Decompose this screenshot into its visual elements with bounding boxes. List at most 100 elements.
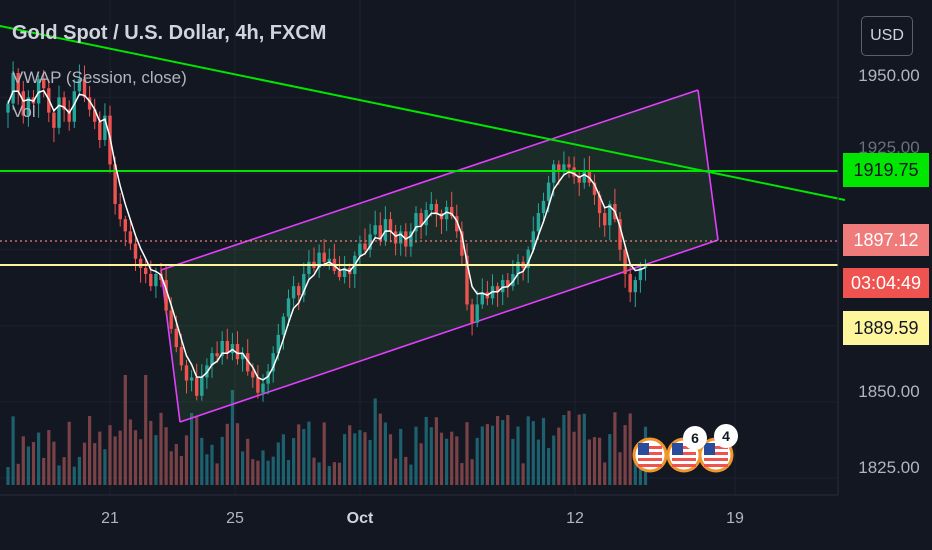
volume-bar xyxy=(490,425,495,485)
candle-body xyxy=(455,216,459,232)
candle-body xyxy=(531,231,535,250)
volume-bar xyxy=(603,462,607,485)
candle-body xyxy=(526,249,530,268)
x-tick-label: Oct xyxy=(346,510,374,527)
us-flag-icon[interactable] xyxy=(632,437,668,473)
candle-body xyxy=(618,219,622,250)
volume-bar xyxy=(210,444,214,485)
candle-body xyxy=(225,340,229,354)
candle-body xyxy=(138,258,143,268)
candle-body xyxy=(220,340,224,357)
candle-body xyxy=(235,344,240,360)
x-tick-label: 19 xyxy=(726,510,744,527)
volume-bar xyxy=(154,435,158,485)
candle-body xyxy=(215,353,219,357)
volume-bar xyxy=(159,412,163,485)
volume-bar xyxy=(582,413,586,485)
volume-bar xyxy=(475,437,479,485)
volume-bar xyxy=(184,435,189,485)
candle-body xyxy=(501,280,505,293)
volume-bar xyxy=(82,442,87,485)
candle-body xyxy=(195,377,199,396)
candle-body xyxy=(465,255,469,305)
candle-body xyxy=(6,103,10,113)
candle-body xyxy=(460,231,464,256)
candle-body xyxy=(93,109,97,122)
currency-button[interactable]: USD xyxy=(861,16,913,56)
volume-bar xyxy=(271,456,275,485)
chart-title: Gold Spot / U.S. Dollar, 4h, FXCM xyxy=(12,22,327,44)
candle-body xyxy=(118,203,122,220)
volume-bar xyxy=(501,420,505,485)
volume-bar xyxy=(276,442,280,485)
volume-bar xyxy=(57,465,61,485)
candle-body xyxy=(506,280,510,287)
volume-bar xyxy=(133,430,138,485)
volume-bar xyxy=(67,421,71,485)
candle-body xyxy=(42,79,46,89)
candle-body xyxy=(475,304,479,323)
candle-body xyxy=(409,231,413,247)
channel-lower-line xyxy=(179,239,719,423)
candle-body xyxy=(297,286,301,296)
candle-body xyxy=(623,249,627,274)
candle-body xyxy=(154,273,158,287)
candle-body xyxy=(179,347,184,366)
candle-body xyxy=(169,310,173,329)
volume-bar xyxy=(465,422,469,485)
volume-bar xyxy=(547,448,551,485)
volume-bar xyxy=(88,416,92,485)
volume-bar xyxy=(348,425,352,485)
indicator-label[interactable]: VWAP (Session, close) xyxy=(12,68,187,87)
volume-bar xyxy=(31,442,36,485)
candle-body xyxy=(470,304,474,323)
volume-bar xyxy=(358,430,362,485)
candle-body xyxy=(57,97,61,128)
volume-bar xyxy=(164,427,168,485)
volume-bar xyxy=(62,457,66,485)
volume-bar xyxy=(256,460,260,485)
volume-bar xyxy=(103,449,107,485)
volume-bar xyxy=(113,436,117,485)
candle-body xyxy=(597,194,602,214)
volume-bar xyxy=(521,463,525,485)
candle-body xyxy=(144,267,148,274)
candle-body xyxy=(393,231,398,244)
event-count-badge[interactable]: 6 xyxy=(683,426,707,450)
volume-bar xyxy=(42,457,46,485)
y-tick-label: 1925.00 xyxy=(858,138,920,157)
volume-bar xyxy=(633,461,637,485)
candle-body xyxy=(434,203,439,214)
candle-body xyxy=(16,73,20,92)
volume-bar xyxy=(72,466,76,485)
volume-bar xyxy=(618,452,622,485)
candle-body xyxy=(388,219,393,232)
volume-bar xyxy=(98,431,102,485)
volume-bar xyxy=(572,431,576,485)
x-tick-label: 12 xyxy=(566,510,584,527)
candle-body xyxy=(36,79,41,104)
drawn-lines xyxy=(0,25,846,266)
descending-trend-line xyxy=(0,25,846,201)
volume-bar xyxy=(292,438,296,485)
candle-body xyxy=(21,91,25,116)
volume-label[interactable]: Vol xyxy=(12,102,36,121)
volume-bar xyxy=(450,431,454,485)
candle-body xyxy=(541,200,546,214)
volume-bars xyxy=(6,375,648,485)
volume-bar xyxy=(628,413,632,485)
candle-body xyxy=(52,112,56,128)
volume-bar xyxy=(337,462,342,485)
candle-body xyxy=(633,280,637,293)
event-count-badge[interactable]: 4 xyxy=(714,424,738,448)
candle-body xyxy=(72,91,76,122)
volume-bar xyxy=(266,460,270,485)
candle-body xyxy=(337,270,342,278)
volume-bar xyxy=(139,439,143,485)
volume-bar xyxy=(511,438,515,485)
volume-bar xyxy=(307,421,311,485)
volume-bar xyxy=(608,434,612,485)
candle-body xyxy=(62,97,66,110)
